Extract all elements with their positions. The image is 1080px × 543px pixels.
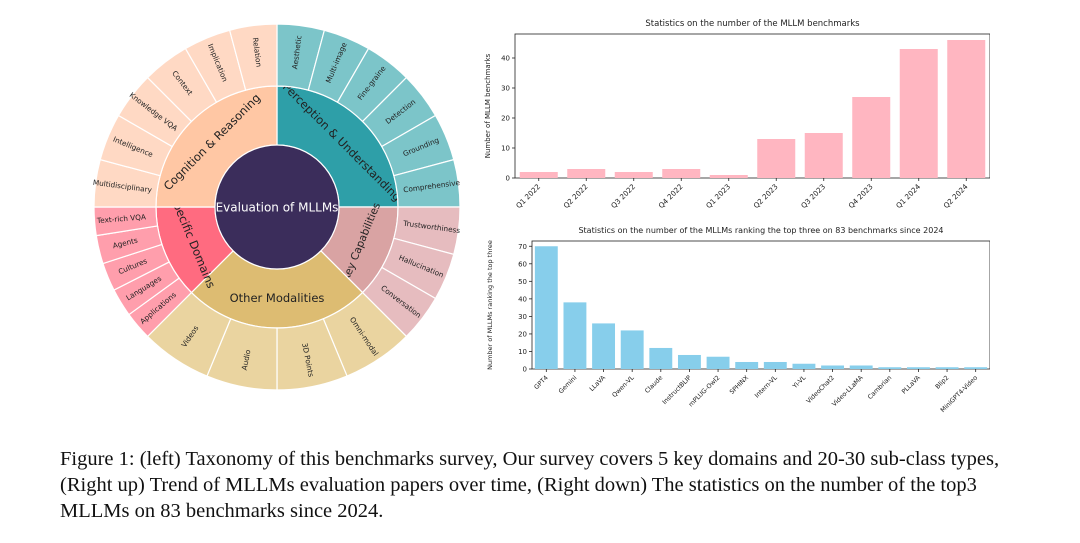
bar-gemini bbox=[563, 302, 587, 369]
x-tick-label: Q4 2023 bbox=[847, 182, 875, 210]
figure-caption: Figure 1: (left) Taxonomy of this benchm… bbox=[60, 448, 1000, 522]
bar-blip2 bbox=[935, 367, 959, 369]
y-tick-label: 30 bbox=[501, 85, 510, 93]
bar-q1-2023 bbox=[709, 175, 748, 178]
bar-q3-2023 bbox=[804, 133, 843, 178]
x-tick-label: Cambrian bbox=[867, 374, 894, 401]
bar-q1-2024 bbox=[899, 49, 938, 178]
y-tick-label: 50 bbox=[518, 278, 527, 286]
x-tick-label: Video-LLaMA bbox=[831, 374, 865, 408]
x-tick-label: Q1 2023 bbox=[704, 182, 732, 210]
y-axis-label: Number of MLLMs ranking the top three bbox=[486, 240, 494, 370]
y-tick-label: 70 bbox=[518, 243, 527, 251]
chart-title: Statistics on the number of the MLLMs ra… bbox=[578, 226, 943, 235]
bar-yi-vl bbox=[792, 363, 816, 369]
x-tick-label: GPT4 bbox=[533, 374, 550, 391]
x-tick-label: Q3 2023 bbox=[799, 182, 827, 210]
bar-q4-2023 bbox=[852, 97, 891, 178]
x-tick-label: VideoChat2 bbox=[805, 374, 836, 405]
subclass-label: Text-rich VQA bbox=[96, 212, 147, 225]
bar-video-llama bbox=[849, 365, 873, 369]
y-tick-label: 0 bbox=[506, 175, 510, 183]
subclass-label: Audio bbox=[240, 348, 253, 371]
benchmark-trend-bar-chart: Statistics on the number of the MLLM ben… bbox=[484, 19, 990, 210]
x-tick-label: LLaVA bbox=[589, 374, 608, 393]
x-tick-label: Q1 2022 bbox=[514, 182, 542, 210]
subclass-segment-relation bbox=[228, 23, 278, 91]
top3-mllm-bar-chart: Statistics on the number of the MLLMs ra… bbox=[486, 226, 990, 414]
x-tick-label: Q4 2022 bbox=[657, 182, 685, 210]
x-tick-label: SPHINX bbox=[729, 374, 751, 396]
y-tick-label: 10 bbox=[518, 348, 527, 356]
x-tick-label: Yi-VL bbox=[791, 374, 808, 391]
bar-q2-2023 bbox=[757, 139, 796, 178]
center-label: Evaluation of MLLMs bbox=[216, 201, 339, 215]
bar-pllava bbox=[906, 367, 930, 369]
center-circle bbox=[214, 144, 340, 270]
y-tick-label: 40 bbox=[501, 55, 510, 63]
subclass-label: Aesthetic bbox=[290, 35, 303, 70]
y-tick-label: 60 bbox=[518, 260, 527, 268]
x-tick-label: Q2 2023 bbox=[752, 182, 780, 210]
chart-title: Statistics on the number of the MLLM ben… bbox=[645, 19, 860, 29]
bar-intern-vl bbox=[763, 361, 787, 369]
x-tick-label: PLLaVA bbox=[901, 374, 923, 396]
x-tick-label: Q2 2024 bbox=[942, 182, 970, 210]
domain-label: Other Modalities bbox=[230, 291, 325, 305]
x-tick-label: Intern-VL bbox=[754, 374, 779, 399]
bar-q3-2022 bbox=[614, 172, 653, 178]
bar-qwen-vl bbox=[620, 330, 644, 369]
y-tick-label: 20 bbox=[501, 115, 510, 123]
plot-frame bbox=[531, 240, 990, 370]
x-tick-label: Q3 2022 bbox=[609, 182, 637, 210]
x-tick-label: Qwen-VL bbox=[611, 374, 636, 399]
y-tick-label: 20 bbox=[518, 330, 527, 338]
bar-llava bbox=[592, 323, 616, 369]
bar-claude bbox=[649, 347, 673, 369]
bar-q4-2022 bbox=[662, 169, 701, 178]
bar-q1-2022 bbox=[519, 172, 558, 178]
x-tick-label: InstructBLIP bbox=[661, 374, 693, 406]
y-tick-label: 10 bbox=[501, 145, 510, 153]
x-tick-label: Blip2 bbox=[934, 374, 950, 390]
bar-videochat2 bbox=[821, 365, 845, 369]
y-tick-label: 40 bbox=[518, 295, 527, 303]
y-tick-label: 30 bbox=[518, 313, 527, 321]
bar-gpt4 bbox=[534, 246, 558, 369]
bar-instructblip bbox=[677, 354, 701, 369]
bar-q2-2022 bbox=[567, 169, 606, 178]
bar-mplug-owl2 bbox=[706, 356, 730, 369]
x-tick-label: Q2 2022 bbox=[562, 182, 590, 210]
bar-q2-2024 bbox=[947, 40, 986, 178]
subclass-label: Relation bbox=[251, 37, 264, 68]
bar-minigpt4-video bbox=[964, 367, 988, 369]
x-tick-label: Claude bbox=[644, 374, 665, 395]
x-tick-label: Q1 2024 bbox=[894, 182, 922, 210]
y-tick-label: 0 bbox=[523, 366, 527, 374]
y-axis-label: Number of MLLM benchmarks bbox=[484, 53, 492, 158]
plot-frame bbox=[514, 33, 990, 179]
x-tick-label: Gemini bbox=[558, 374, 579, 395]
bar-cambrian bbox=[878, 367, 902, 369]
bar-sphinx bbox=[735, 361, 759, 369]
